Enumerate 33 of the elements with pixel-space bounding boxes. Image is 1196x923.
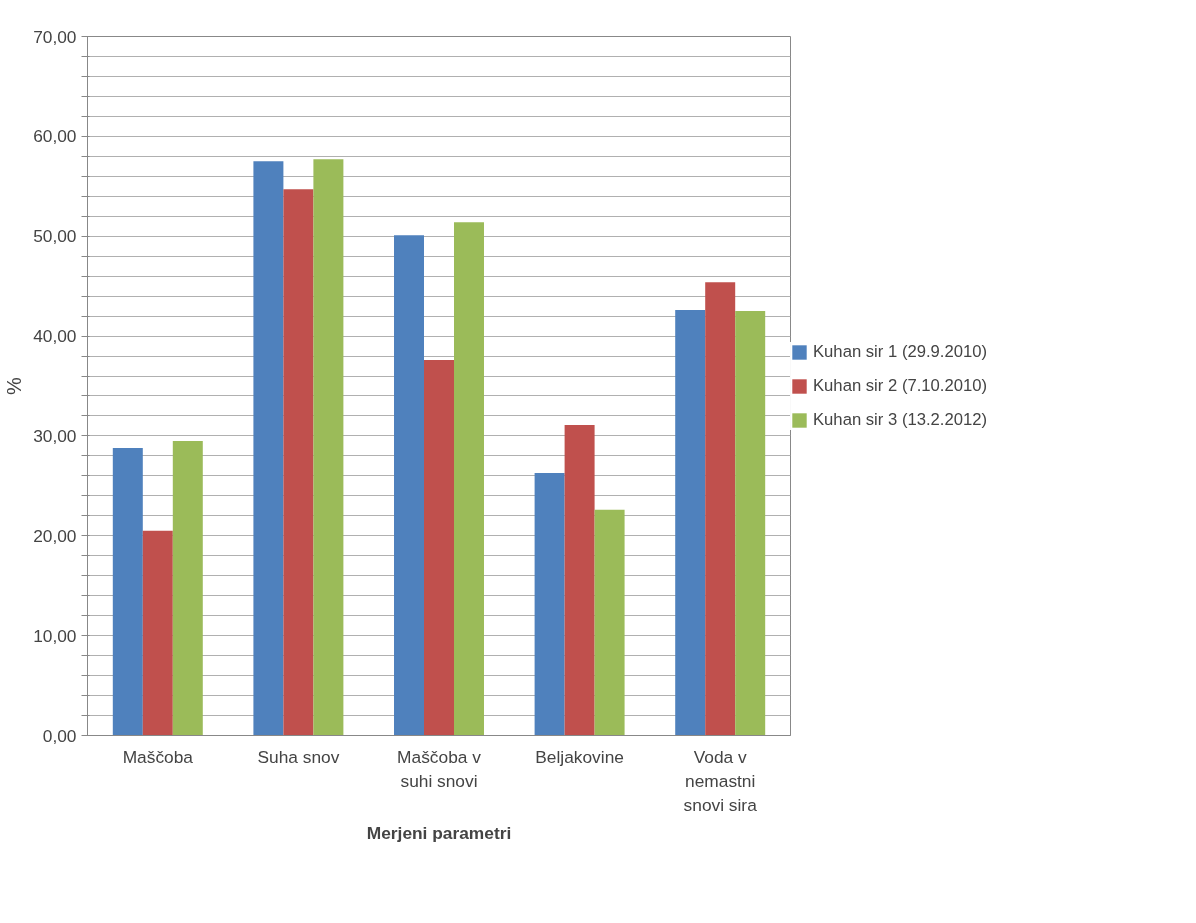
y-axis-title: % [3,376,26,395]
y-tick-label: 0,00 [42,725,77,746]
bar [313,159,344,736]
bar [454,222,484,736]
bar [564,424,595,736]
y-tick-label: 60,00 [33,126,77,147]
bar [534,472,565,736]
bar [705,282,736,736]
x-tick-label: Suha snov [257,746,340,767]
y-tick-label: 20,00 [33,525,77,546]
bar [394,235,424,736]
legend-label: Kuhan sir 1 (29.9.2010) [813,341,988,362]
y-tick-label: 70,00 [33,26,77,47]
bar [424,360,454,736]
legend-label: Kuhan sir 3 (13.2.2012) [813,409,988,430]
y-tick-label: 40,00 [33,326,77,347]
bar [594,509,625,736]
bar [142,530,173,736]
bar [735,311,766,736]
bar [675,310,706,736]
x-tick-label: Maščoba [122,746,194,767]
bar [112,447,143,736]
legend-label: Kuhan sir 2 (7.10.2010) [813,375,988,396]
bar [283,189,314,736]
bar [253,161,284,736]
y-tick-label: 10,00 [33,625,77,646]
x-tick-label: Voda v nemastni snovi sira [683,746,758,815]
y-tick-label: 30,00 [33,425,77,446]
x-tick-label: Maščoba v suhi snovi [397,746,482,791]
y-tick-label: 50,00 [33,226,77,247]
x-axis-title: Merjeni parametri [366,822,512,843]
bar [172,440,203,736]
x-tick-label: Beljakovine [535,746,624,767]
